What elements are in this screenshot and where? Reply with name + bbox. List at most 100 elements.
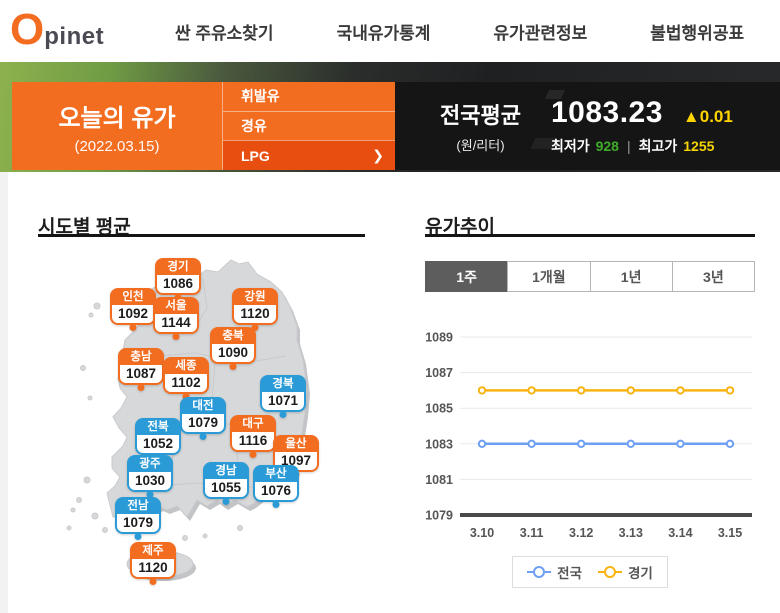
period-tab-4[interactable]: 3년: [671, 261, 755, 292]
region-badge[interactable]: 전북 1052: [135, 418, 181, 462]
price-change: ▲0.01: [682, 107, 733, 126]
region-badge[interactable]: 충북 1090: [210, 327, 256, 371]
lowest-label: 최저가: [550, 138, 590, 154]
national-average-label: 전국평균: [440, 103, 521, 128]
legend-item: 전국: [527, 562, 582, 582]
region-name: 울산: [273, 435, 319, 453]
nav-item-1[interactable]: 싼 주유소찾기: [175, 23, 274, 43]
region-badge[interactable]: 강원 1120: [232, 288, 278, 332]
x-tick-label: 3.12: [569, 526, 593, 540]
fuel-tab-2[interactable]: 경유: [223, 110, 396, 141]
y-tick-label: 1085: [425, 402, 453, 416]
period-tab-1[interactable]: 1주: [425, 261, 509, 292]
logo-text: pinet: [44, 23, 105, 50]
data-point: [527, 386, 536, 395]
region-badge[interactable]: 광주 1030: [127, 455, 173, 499]
region-badge[interactable]: 부산 1076: [253, 465, 299, 509]
highest-label: 최고가: [638, 138, 678, 154]
data-point: [725, 386, 735, 395]
region-name: 광주: [127, 455, 173, 473]
region-name: 충남: [118, 348, 164, 366]
data-point: [725, 439, 735, 449]
period-tab-3[interactable]: 1년: [589, 261, 673, 292]
region-badge[interactable]: 세종 1102: [163, 357, 209, 401]
data-point: [527, 439, 536, 449]
region-name: 인천: [110, 288, 156, 306]
region-price: 1120: [130, 559, 176, 580]
region-price: 1120: [232, 305, 278, 326]
region-name: 부산: [253, 465, 299, 483]
region-name: 경기: [155, 258, 201, 276]
region-dot: [272, 501, 280, 509]
fuel-tab-label: LPG: [241, 147, 270, 164]
region-badge[interactable]: 전남 1079: [115, 497, 161, 541]
region-dot: [137, 384, 145, 392]
x-tick-label: 3.10: [470, 526, 494, 540]
region-dot: [172, 333, 180, 341]
legend-label: 전국: [557, 566, 582, 581]
region-badge[interactable]: 대구 1116: [230, 415, 276, 459]
trend-title-rule: [425, 234, 755, 237]
region-price: 1097: [273, 452, 319, 473]
national-average-price: 1083.23: [550, 96, 663, 129]
data-point: [577, 386, 586, 395]
period-tab-2[interactable]: 1개월: [507, 261, 591, 292]
region-dot: [146, 491, 154, 499]
page-edge-strip: [0, 172, 8, 613]
region-price: 1079: [115, 514, 161, 535]
chevron-right-icon: ❯: [372, 147, 384, 164]
region-badge[interactable]: 경기 1086: [155, 258, 201, 302]
region-price: 1076: [253, 482, 299, 503]
region-name: 세종: [163, 357, 209, 375]
region-badge[interactable]: 울산 1097: [273, 435, 319, 479]
top-nav: O pinet 싼 주유소찾기 국내유가통계 유가관련정보 불법행위공표: [0, 0, 780, 63]
fuel-tab-label: 경유: [241, 118, 267, 134]
legend-item: 경기: [598, 562, 653, 582]
region-badge[interactable]: 경북 1071: [260, 375, 306, 419]
today-price-banner: 오늘의 유가 (2022.03.15) 휘발유 경유 LPG ❯ 전국평균 (원/리터…: [0, 62, 780, 172]
y-tick-label: 1081: [425, 473, 453, 487]
y-tick-label: 1087: [425, 366, 453, 380]
data-point: [577, 439, 586, 449]
legend-marker-icon: [598, 566, 622, 578]
region-name: 경남: [203, 462, 249, 480]
fuel-tab-1[interactable]: 휘발유: [223, 82, 396, 111]
region-dot: [182, 393, 190, 401]
min-max-row: 최저가 928 | 최고가 1255: [551, 136, 733, 156]
nav-item-4[interactable]: 불법행위공표: [650, 23, 745, 43]
nav-item-2[interactable]: 국내유가통계: [336, 23, 431, 43]
region-price: 1030: [127, 472, 173, 493]
region-name: 대전: [180, 397, 226, 415]
region-badge[interactable]: 충남 1087: [118, 348, 164, 392]
region-dot: [149, 578, 157, 586]
region-badge[interactable]: 서울 1144: [153, 297, 199, 341]
region-price: 1087: [118, 365, 164, 386]
region-name: 대구: [230, 415, 276, 433]
x-axis: [460, 513, 752, 517]
region-name: 경북: [260, 375, 306, 393]
region-badge[interactable]: 제주 1120: [130, 542, 176, 586]
region-dot: [134, 533, 142, 541]
region-dot: [229, 363, 237, 371]
fuel-tab-3[interactable]: LPG ❯: [223, 140, 396, 171]
y-tick-label: 1089: [425, 331, 453, 345]
data-point: [477, 439, 487, 449]
region-badge[interactable]: 경남 1055: [203, 462, 249, 506]
region-dot: [199, 433, 207, 441]
chart-legend: 전국 경기: [512, 556, 668, 588]
banner-title: 오늘의 유가: [58, 104, 176, 132]
region-dot: [251, 324, 259, 332]
y-tick-label: 1079: [425, 509, 453, 523]
data-point: [676, 439, 685, 449]
region-badge[interactable]: 대전 1079: [180, 397, 226, 441]
region-badge[interactable]: 인천 1092: [110, 288, 156, 332]
data-point: [626, 439, 636, 449]
y-tick-label: 1083: [425, 437, 453, 451]
region-price: 1092: [110, 305, 156, 326]
opinet-logo[interactable]: O pinet: [10, 8, 104, 52]
national-average-label-group: 전국평균 (원/리터): [440, 98, 521, 154]
region-name: 강원: [232, 288, 278, 306]
nav-item-3[interactable]: 유가관련정보: [493, 23, 588, 43]
region-dot: [249, 451, 257, 459]
